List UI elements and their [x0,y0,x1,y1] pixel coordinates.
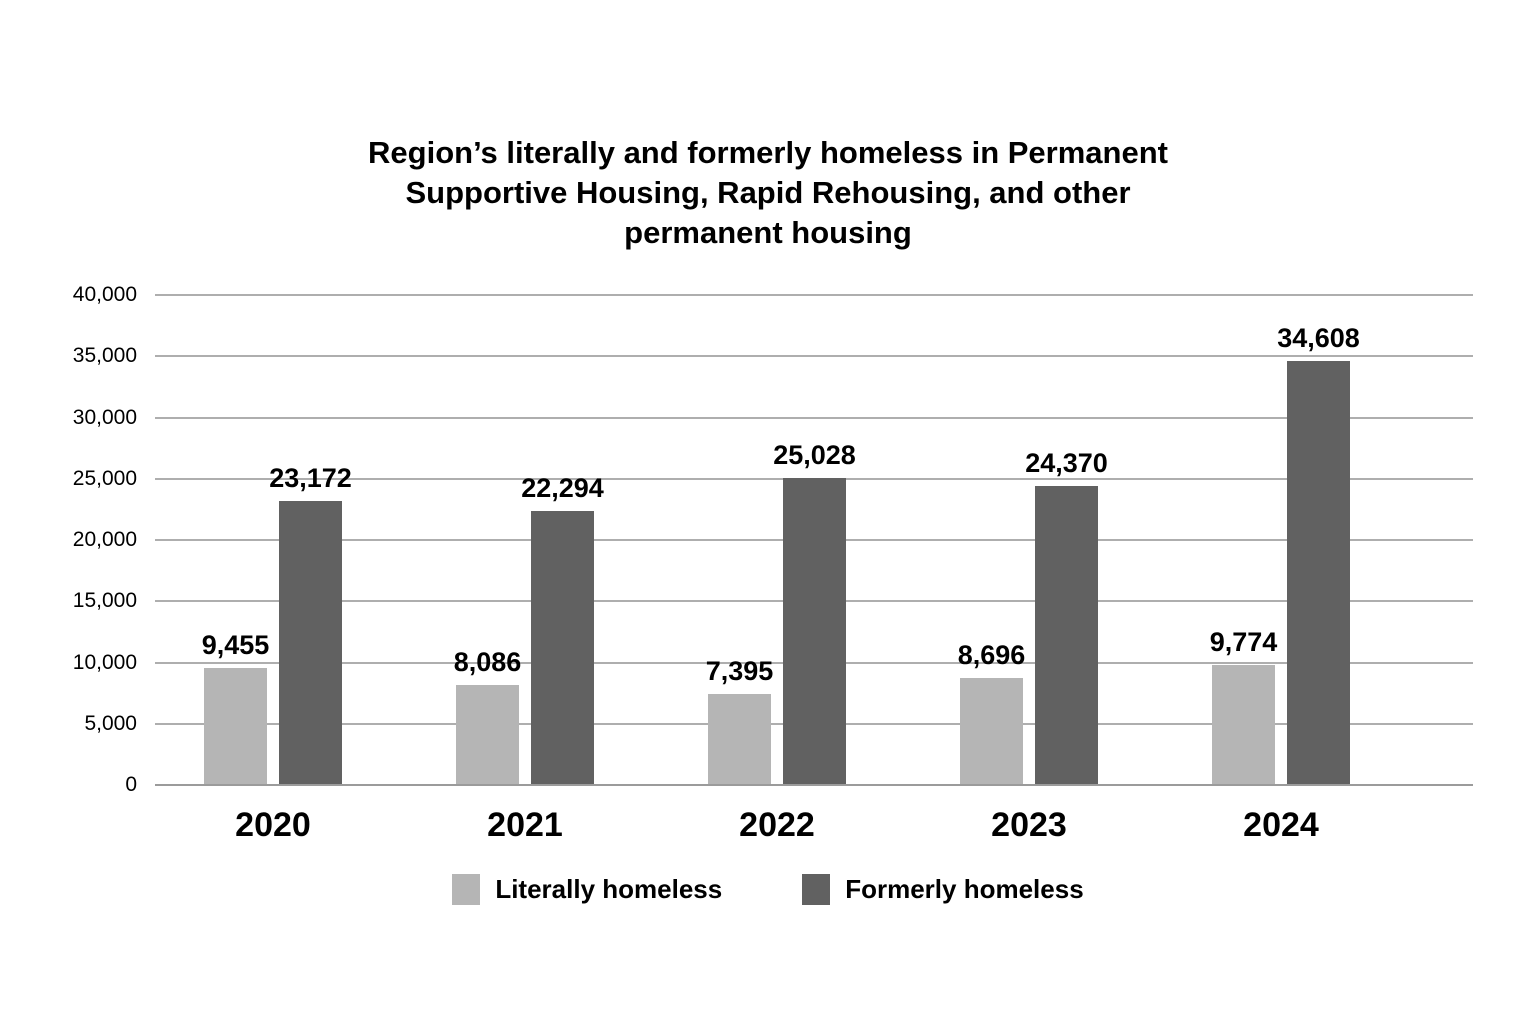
bar-formerly-homeless-2021: 22,294 [521,475,604,784]
x-axis-label-2023: 2023 [991,806,1067,844]
x-axis-label-2024: 2024 [1243,806,1319,844]
bar-group-2022: 7,395 25,028 [651,295,903,784]
legend-label-literally-homeless: Literally homeless [495,874,723,904]
legend-item-literally-homeless: Literally homeless [452,874,722,905]
gridline-0 [155,784,1473,786]
chart-title: Region’s literally and formerly homeless… [0,133,1536,253]
x-axis: 2020 2021 2022 2023 2024 [147,806,1407,844]
bar-value-label-formerly-homeless-2020: 23,172 [269,462,352,493]
bar-literally-homeless-2021: 8,086 [454,649,521,784]
x-axis-label-2022: 2022 [739,806,815,844]
bar-value-label-formerly-homeless-2024: 34,608 [1277,322,1360,353]
bar-value-label-literally-homeless-2022: 7,395 [705,655,774,686]
bar-literally-homeless-2023: 8,696 [958,641,1025,784]
bar-value-label-formerly-homeless-2022: 25,028 [773,440,856,471]
bar-literally-homeless-2022: 7,395 [706,657,773,784]
plot-area: 9,455 23,172 8,086 22,294 7,395 25,028 8,696 24… [155,294,1473,786]
y-axis-tick-label-30-000: 30,000 [72,405,137,429]
y-axis-tick-label-20-000: 20,000 [72,528,137,551]
bar-formerly-homeless-2023: 24,370 [1025,450,1108,784]
chart-title-line-1: Region’s literally and formerly homeless… [368,135,1168,170]
chart-title-line-2: Supportive Housing, Rapid Rehousing, and… [405,175,1131,210]
gridline-35-000 [155,355,1473,358]
legend-swatch-icon-formerly-homeless [802,874,831,905]
x-axis-label-2020: 2020 [235,806,311,844]
bar-value-label-formerly-homeless-2021: 22,294 [521,473,604,504]
gridline-40-000 [155,294,1473,296]
y-axis-tick-label-15-000: 15,000 [72,589,137,613]
bar-value-label-literally-homeless-2021: 8,086 [453,647,522,678]
bar-value-label-formerly-homeless-2023: 24,370 [1025,448,1108,479]
x-axis-label-2021: 2021 [487,806,563,844]
y-axis: 40,000 35,000 30,000 25,000 20,000 15,000 10,0… [37,283,137,796]
chart-title-line-3: permanent housing [624,215,912,250]
bar-literally-homeless-2020: 9,455 [202,632,269,784]
legend: Literally homeless Formerly homeless [0,874,1536,905]
y-axis-tick-label-40-000: 40,000 [72,283,137,306]
y-axis-tick-label-10-000: 10,000 [72,650,137,674]
legend-item-formerly-homeless: Formerly homeless [802,874,1084,905]
bar-formerly-homeless-2022: 25,028 [773,442,856,784]
bar-value-label-literally-homeless-2024: 9,774 [1209,626,1278,657]
bar-literally-homeless-2024: 9,774 [1210,628,1277,784]
bar-value-label-literally-homeless-2023: 8,696 [957,639,1026,670]
y-axis-tick-label-5-000: 5,000 [84,711,137,735]
bar-formerly-homeless-2020: 23,172 [269,464,352,784]
gridline-30-000 [155,416,1473,419]
y-axis-tick-label-0: 0 [125,773,137,796]
bar-group-2024: 9,774 34,608 [1155,295,1407,784]
bar-groups: 9,455 23,172 8,086 22,294 7,395 25,028 8,696 24… [147,295,1407,784]
bar-group-2021: 8,086 22,294 [399,295,651,784]
bar-formerly-homeless-2024: 34,608 [1277,324,1360,784]
y-axis-tick-label-25-000: 25,000 [72,466,137,490]
bar-group-2020: 9,455 23,172 [147,295,399,784]
y-axis-tick-label-35-000: 35,000 [72,344,137,368]
bar-group-2023: 8,696 24,370 [903,295,1155,784]
legend-label-formerly-homeless: Formerly homeless [845,874,1084,904]
bar-value-label-literally-homeless-2020: 9,455 [201,630,270,661]
legend-swatch-icon-literally-homeless [452,874,481,905]
